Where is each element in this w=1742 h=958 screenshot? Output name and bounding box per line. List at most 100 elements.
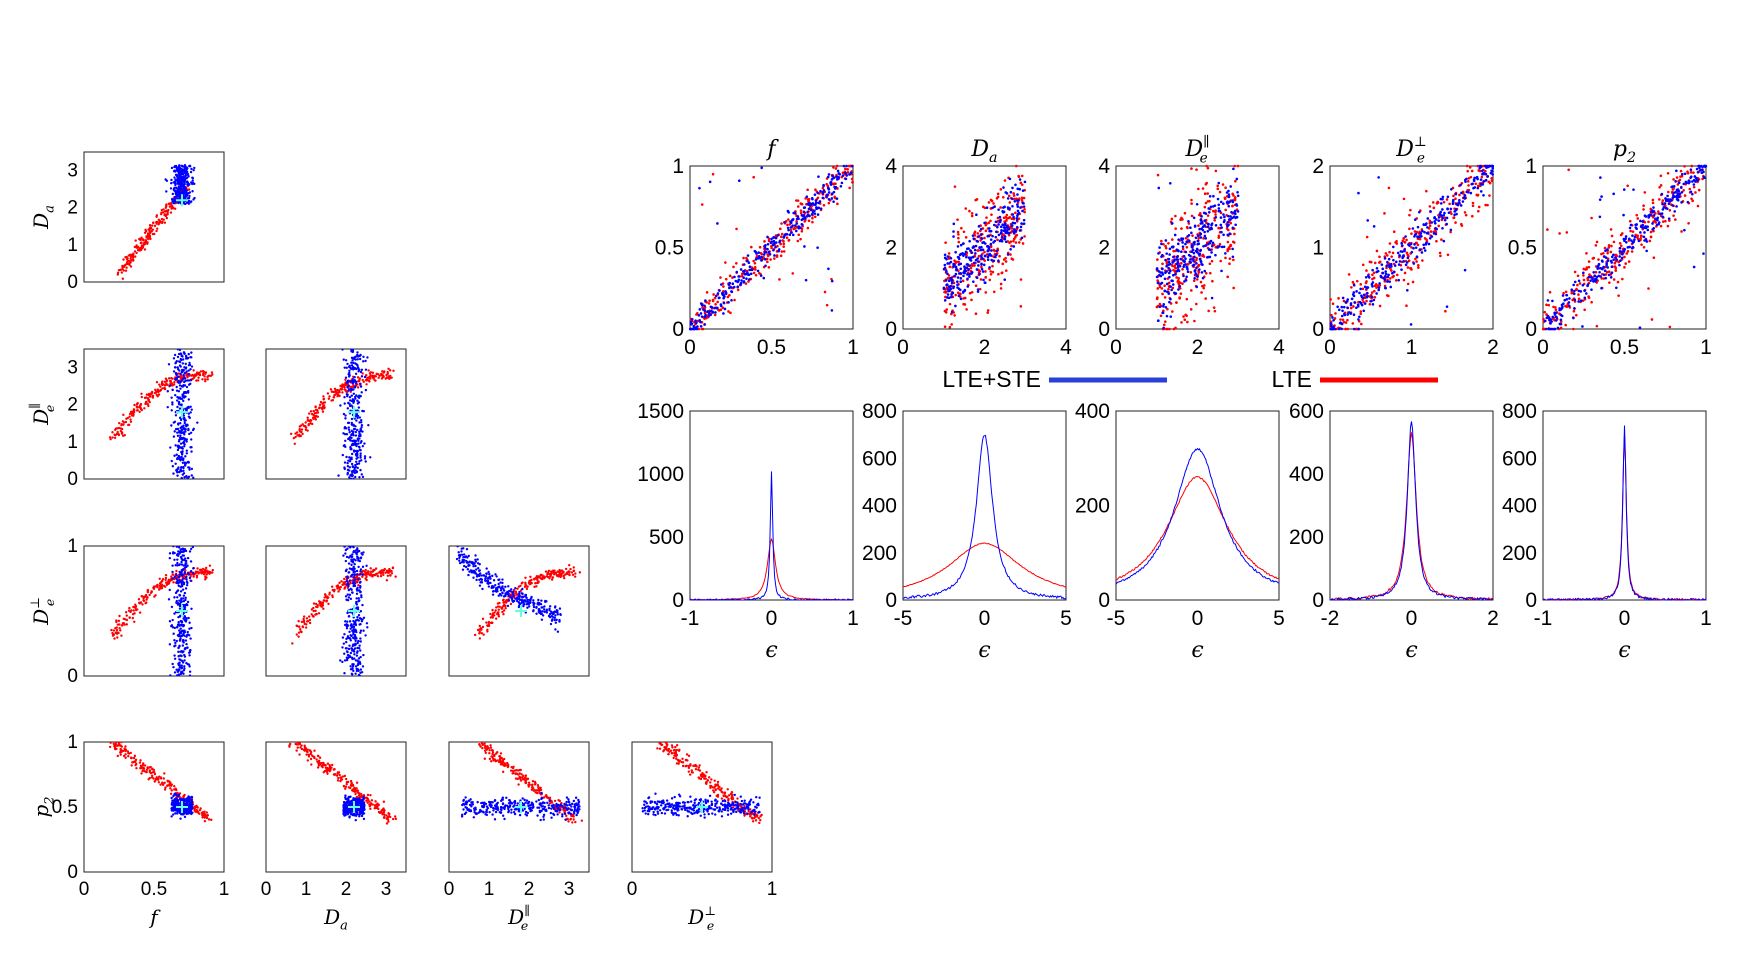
point-lte-ste [362,616,366,620]
point-lte-ste [364,460,367,463]
point-lte-ste [348,476,351,479]
point-lte [478,743,481,747]
point-lte-ste [172,546,175,548]
point-lte [548,802,552,805]
point-lte-ste [354,639,357,643]
point-lte-ste [180,164,183,167]
point-lte-ste [188,363,192,367]
point-lte [131,612,135,616]
point-lte-ste [187,412,191,415]
point-lte-ste [191,190,194,193]
point-lte-ste [355,462,359,466]
point-lte-ste [569,812,573,816]
point-lte-ste [362,360,365,363]
point-lte [571,573,575,577]
point-lte [113,637,116,640]
point-lte-ste [184,562,187,565]
point-lte-ste [177,793,181,796]
point-lte-ste [517,592,521,596]
point-lte [130,259,133,262]
point-lte [580,819,584,822]
point-lte-ste [556,611,559,614]
point-lte [202,372,205,375]
point-lte [333,393,336,397]
point-lte-ste [528,598,531,602]
point-lte-ste [178,594,182,597]
point-lte-ste [343,395,346,399]
point-lte [303,749,306,752]
point-lte-ste [179,387,182,390]
point-lte-ste [350,647,353,650]
point-lte-ste [355,454,358,457]
point-lte-ste [556,630,560,633]
point-lte [374,800,377,803]
point-lte-ste [578,805,581,808]
point-lte-ste [180,560,183,564]
point-lte-ste [180,358,183,362]
point-lte-ste [344,376,348,379]
point-lte [502,609,506,612]
point-lte [481,747,484,750]
point-lte-ste [357,577,360,581]
point-lte [289,432,293,436]
point-lte-ste [171,564,174,567]
point-lte-ste [179,585,182,588]
point-lte [125,266,128,269]
point-lte [145,393,149,396]
point-lte-ste [344,595,348,598]
point-lte-ste [356,663,360,666]
point-lte [551,569,555,572]
point-lte-ste [367,423,370,427]
point-lte-ste [359,385,363,388]
point-lte-ste [183,371,186,375]
point-lte [496,751,499,754]
point-lte-ste [348,815,351,818]
point-lte-ste [187,428,190,432]
point-lte [371,803,374,806]
point-lte [329,388,333,391]
point-lte-ste [179,658,182,662]
point-lte [533,789,537,792]
point-lte-ste [183,380,186,384]
point-lte-ste [554,809,557,813]
point-lte-ste [352,650,356,653]
point-lte [335,584,338,588]
point-lte-ste [173,176,176,179]
point-lte [155,584,158,588]
true-value-marker [348,605,360,617]
corner-panel-3-0: 01D⊥e [27,536,225,687]
point-lte-ste [483,574,486,577]
point-lte [494,617,498,620]
point-lte-ste [359,655,362,659]
point-lte [326,762,330,765]
point-lte [296,746,299,749]
point-lte-ste [362,817,366,821]
point-lte-ste [190,474,193,477]
point-lte-ste [173,430,176,433]
point-lte [533,578,536,581]
point-lte [549,570,553,573]
point-lte [305,753,308,756]
point-lte-ste [350,364,354,367]
point-lte-ste [186,192,190,195]
point-lte [567,820,570,823]
point-lte-ste [171,465,175,468]
point-lte [128,616,131,619]
point-lte [308,618,312,622]
point-lte-ste [347,562,351,565]
x-tick-label: 2 [524,879,535,900]
point-lte [115,744,119,747]
point-lte-ste [175,453,178,456]
point-lte-ste [365,622,369,625]
point-lte-ste [360,375,364,378]
point-lte-ste [508,589,511,593]
point-lte-ste [358,416,362,419]
point-lte-ste [353,567,356,571]
point-lte-ste [177,615,180,619]
point-lte-ste [190,799,194,803]
point-lte-ste [176,368,180,371]
point-lte [319,601,323,604]
point-lte [361,378,364,382]
point-lte-ste [180,476,183,479]
point-lte-ste [179,187,183,191]
